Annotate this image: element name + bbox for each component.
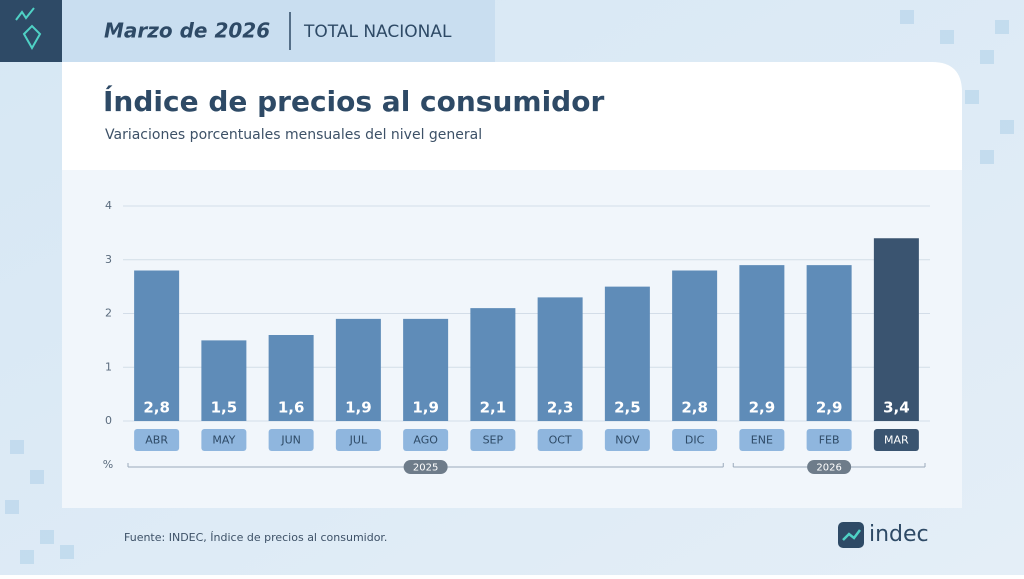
bar: [134, 270, 180, 421]
category-box: [873, 429, 919, 451]
y-tick-label: 1: [105, 360, 112, 373]
bar: [403, 318, 449, 421]
group-pill: [403, 460, 448, 474]
bar: [335, 318, 381, 421]
bar: [268, 335, 314, 421]
x-tick-label: AGO: [413, 434, 438, 447]
x-tick-label: MAR: [884, 434, 909, 447]
bar: [470, 308, 516, 421]
value-label: 1,6: [278, 399, 305, 417]
value-label: 2,9: [816, 399, 843, 417]
group-pill: [807, 460, 852, 474]
group-label: 2025: [413, 463, 438, 474]
x-tick-label: SEP: [483, 434, 504, 447]
x-tick-label: OCT: [549, 434, 572, 447]
value-label: 2,8: [143, 399, 170, 417]
header-period: Marzo de 2026: [104, 19, 270, 43]
value-label: 1,9: [345, 399, 372, 417]
category-box: [537, 429, 583, 451]
category-box: [134, 429, 180, 451]
value-label: 2,1: [480, 399, 507, 417]
bar: [873, 238, 919, 421]
logo-text: indec: [869, 522, 929, 547]
icon: [22, 24, 42, 51]
category-box: [739, 429, 785, 451]
value-label: 2,8: [681, 399, 708, 417]
x-tick-label: ABR: [145, 434, 168, 447]
x-tick-label: NOV: [615, 434, 640, 447]
value-label: 2,9: [749, 399, 776, 417]
value-label: 2,5: [614, 399, 641, 417]
y-tick-label: 2: [105, 307, 112, 320]
group-label: 2026: [816, 463, 841, 474]
bar: [672, 270, 718, 421]
category-box: [335, 429, 381, 451]
category-box: [201, 429, 247, 451]
x-tick-label: ENE: [751, 434, 773, 447]
category-box: [672, 429, 718, 451]
x-tick-label: FEB: [819, 434, 840, 447]
y-tick-label: 4: [105, 199, 112, 212]
y-tick-label: 0: [105, 414, 112, 427]
bar: [201, 340, 247, 421]
icon: [15, 7, 35, 21]
header-scope: TOTAL NACIONAL: [303, 22, 452, 42]
category-box: [470, 429, 516, 451]
value-label: 2,3: [547, 399, 574, 417]
x-tick-label: JUL: [349, 434, 368, 447]
y-unit: %: [103, 458, 113, 471]
source: Fuente: INDEC, Índice de precios al cons…: [124, 531, 387, 544]
category-box: [604, 429, 650, 451]
bar: [806, 265, 852, 421]
chart-title: Índice de precios al consumidor: [103, 84, 604, 118]
value-label: 3,4: [883, 399, 910, 417]
category-box: [403, 429, 449, 451]
value-label: 1,9: [412, 399, 439, 417]
bar: [739, 265, 785, 421]
category-box: [268, 429, 314, 451]
icon-tile: [0, 0, 62, 62]
x-tick-label: DIC: [685, 434, 705, 447]
y-tick-label: 3: [105, 253, 112, 266]
x-tick-label: MAY: [212, 434, 235, 447]
x-tick-label: JUN: [280, 434, 301, 447]
category-box: [806, 429, 852, 451]
chart-subtitle: Variaciones porcentuales mensuales del n…: [105, 127, 482, 143]
pixel-decoration: [5, 10, 1014, 564]
bar: [537, 297, 583, 421]
logo-icon: [842, 529, 861, 541]
header-bar: [62, 0, 495, 62]
value-label: 1,5: [211, 399, 238, 417]
bar: [604, 286, 650, 421]
